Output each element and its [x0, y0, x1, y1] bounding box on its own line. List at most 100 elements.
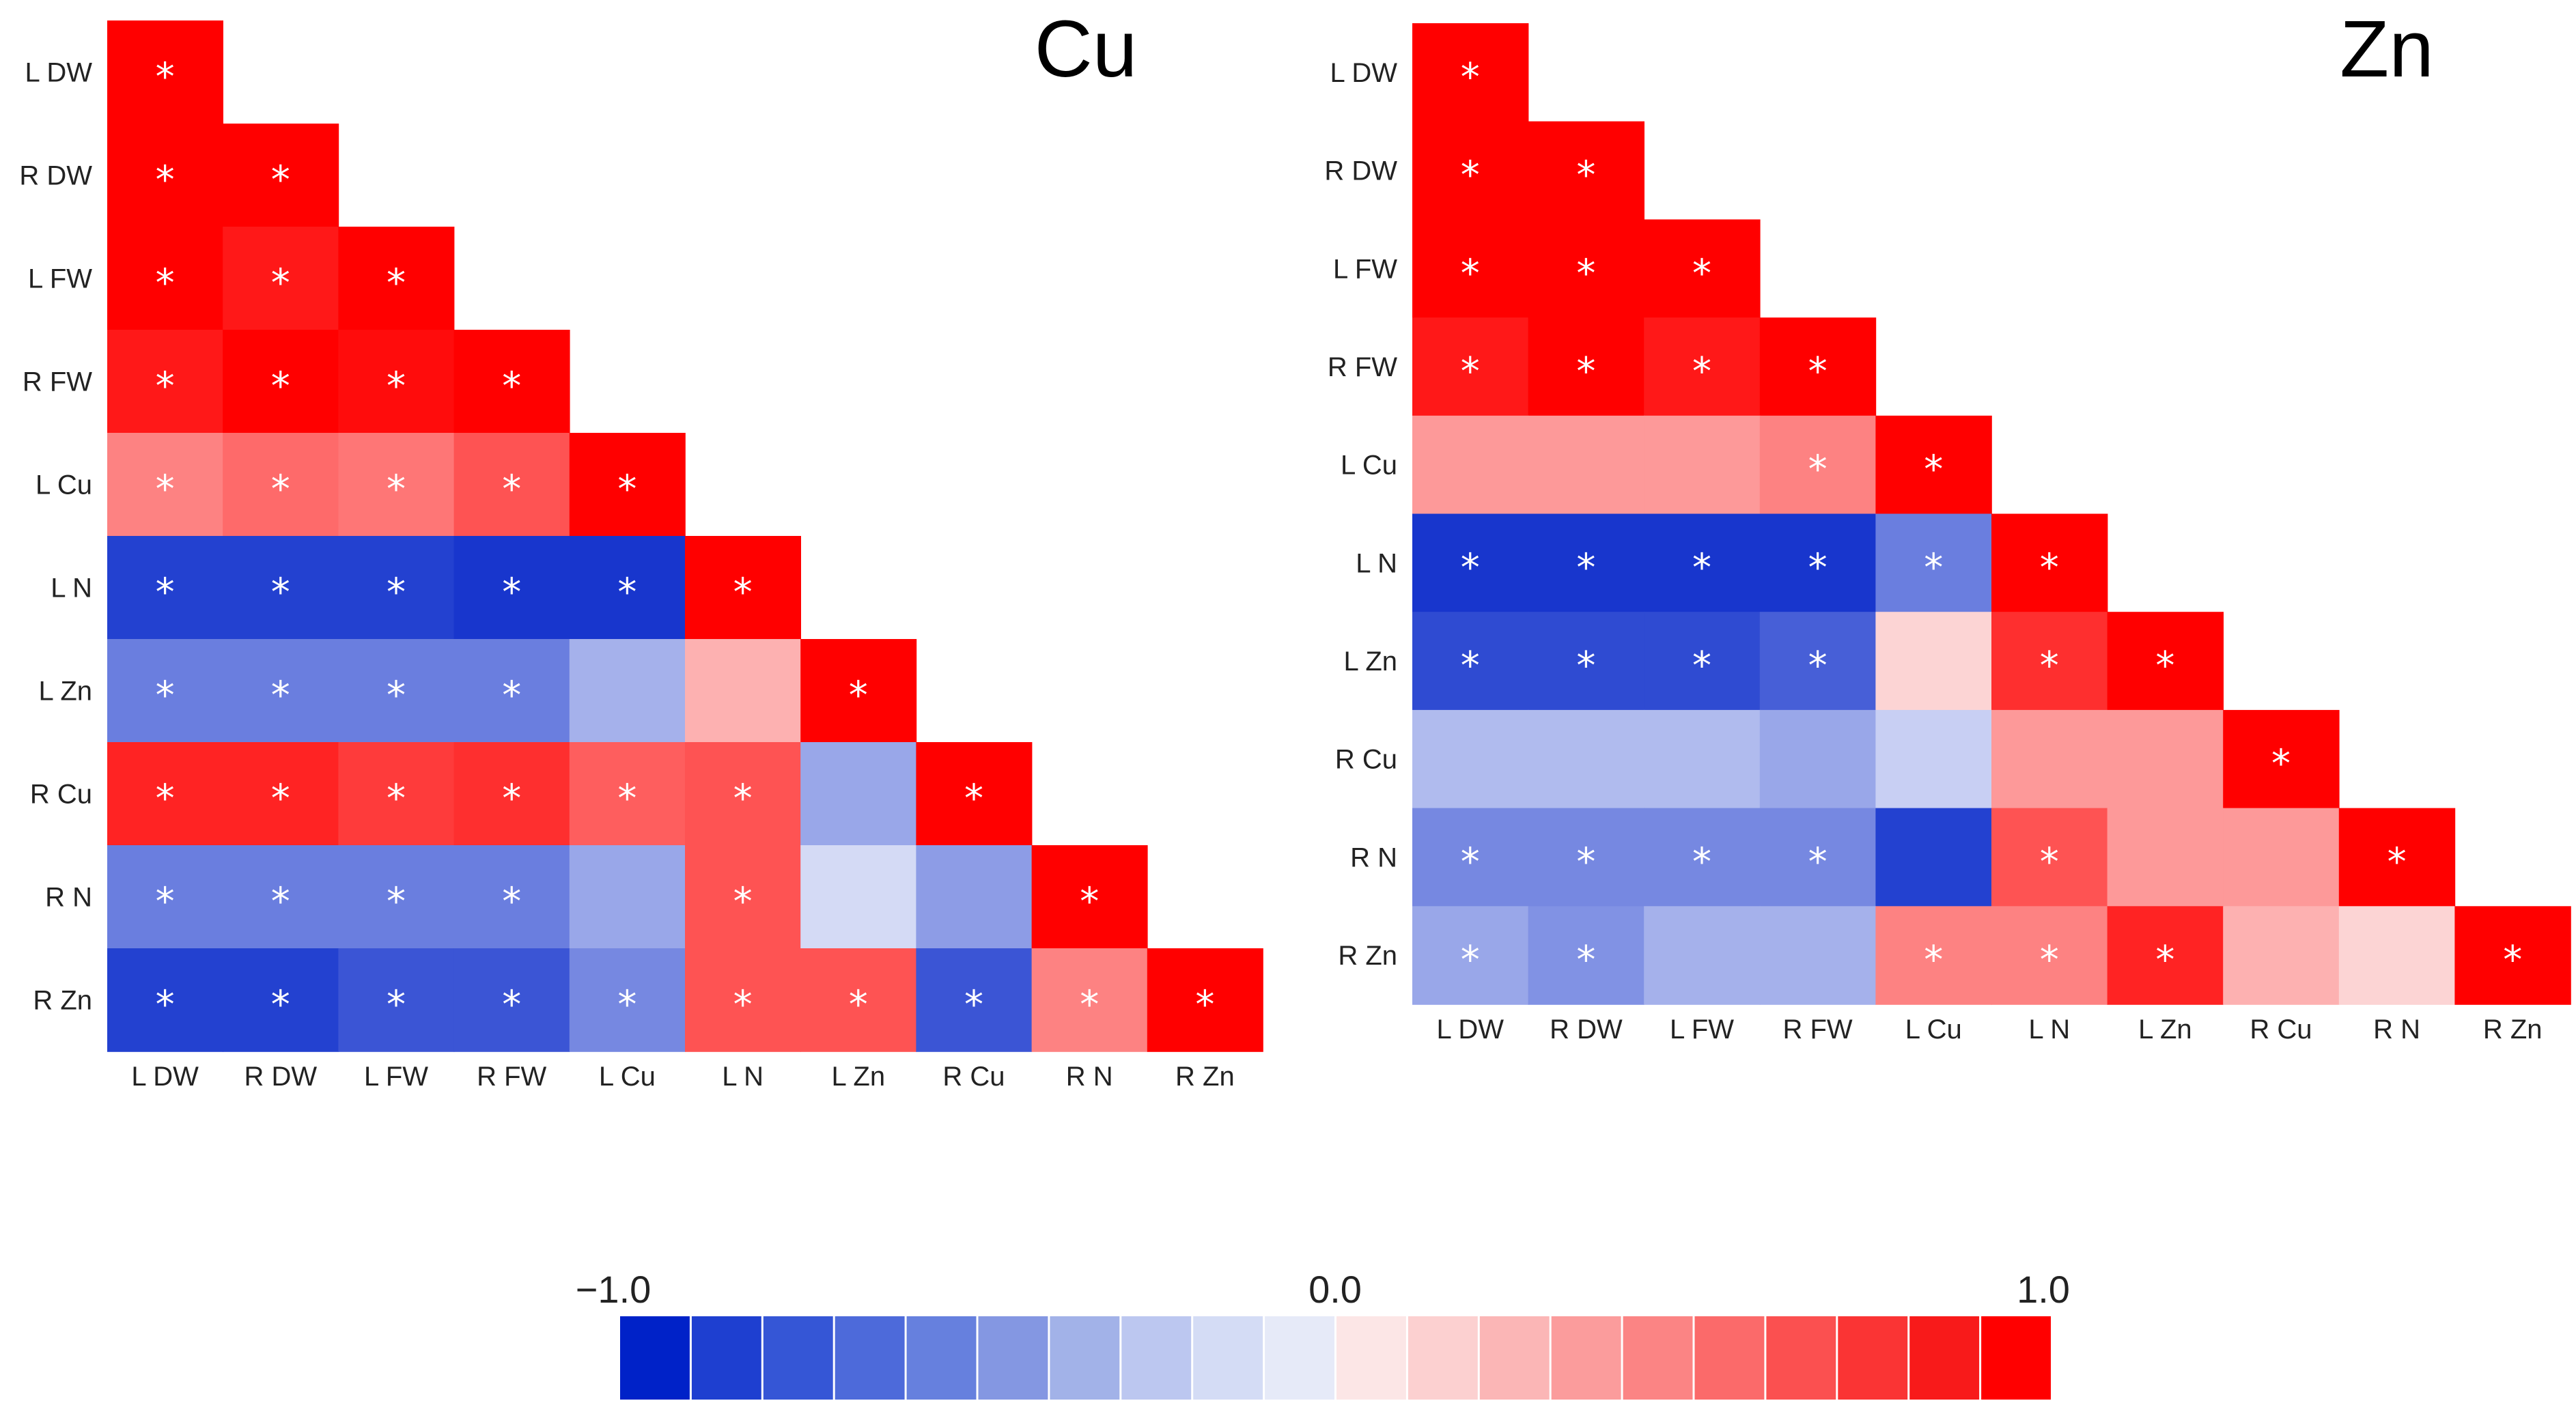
heatmap-cell-r-zn-r-zn — [2454, 906, 2571, 1005]
colorbar-swatch — [1694, 1316, 1765, 1400]
heatmap-cell-r-dw-r-dw — [1528, 121, 1644, 221]
heatmap-cell-r-cu-l-fw — [338, 742, 455, 846]
colorbar: −1.0 0.0 1.0 — [576, 1268, 2070, 1400]
significance-marker: * — [2040, 938, 2059, 982]
heatmap-cell-l-fw-l-fw — [338, 227, 455, 330]
heatmap-cell-r-cu-l-zn — [800, 742, 917, 846]
heatmap-cell-l-n-l-cu — [1875, 513, 1992, 612]
colorbar-swatch — [1909, 1316, 1980, 1400]
row-label-l-cu: L Cu — [1341, 451, 1397, 481]
heatmap-cell-l-n-r-dw — [1528, 513, 1644, 612]
significance-marker: * — [1461, 644, 1480, 688]
row-label-r-n: R N — [1350, 842, 1397, 873]
significance-marker: * — [2271, 742, 2291, 786]
significance-marker: * — [2388, 840, 2407, 884]
heatmap-cell-r-cu-l-zn — [2107, 709, 2224, 809]
significance-marker: * — [387, 365, 406, 409]
heatmap-cell-r-cu-r-cu — [916, 742, 1033, 846]
significance-marker: * — [617, 468, 636, 512]
heatmap-cell-l-zn-l-zn — [800, 639, 917, 743]
heatmap-cell-l-n-l-n — [1991, 513, 2108, 612]
significance-marker: * — [271, 365, 290, 409]
heatmap-cell-l-zn-l-fw — [1644, 612, 1761, 711]
significance-marker: * — [1692, 350, 1711, 394]
row-label-r-zn: R Zn — [1338, 941, 1397, 971]
significance-marker: * — [387, 880, 406, 924]
heatmap-cell-r-cu-r-dw — [223, 742, 339, 846]
significance-marker: * — [1576, 840, 1595, 884]
heatmap-cell-r-fw-l-fw — [1644, 317, 1761, 416]
row-label-l-fw: L FW — [28, 264, 92, 294]
heatmap-cell-r-n-r-n — [1031, 845, 1148, 949]
significance-marker: * — [502, 468, 521, 512]
heatmap-cell-l-n-r-fw — [1759, 513, 1877, 612]
row-label-r-zn: R Zn — [33, 986, 92, 1016]
heatmap-cell-r-zn-l-dw — [107, 948, 223, 1052]
significance-marker: * — [387, 261, 406, 306]
colorbar-swatch — [906, 1316, 977, 1400]
heatmap-panel-cu: Cu * * * * * * * * * * * * * * * * * * * * * * * * * * * * * * * * * * * * * *… — [19, 4, 1263, 1092]
significance-marker: * — [733, 880, 753, 924]
heatmap-cell-r-fw-r-fw — [453, 330, 570, 434]
heatmap-cell-r-zn-l-dw — [1412, 906, 1529, 1005]
heatmap-cell-l-n-l-dw — [107, 536, 223, 640]
heatmap-cell-l-zn-r-dw — [1528, 612, 1644, 711]
significance-marker: * — [156, 468, 175, 512]
heatmap-cell-l-n-l-fw — [1644, 513, 1761, 612]
col-label-l-fw: L FW — [364, 1062, 428, 1092]
significance-marker: * — [1576, 545, 1595, 590]
heatmap-cell-r-zn-r-dw — [1528, 906, 1644, 1005]
heatmap-cell-l-zn-l-fw — [338, 639, 455, 743]
significance-marker: * — [1924, 448, 1943, 492]
heatmap-cell-l-fw-r-dw — [1528, 219, 1644, 318]
heatmap-cell-l-zn-l-dw — [1412, 612, 1529, 711]
heatmap-cell-r-zn-r-zn — [1147, 948, 1263, 1052]
significance-marker: * — [271, 983, 290, 1027]
heatmap-cell-r-n-l-zn — [800, 845, 917, 949]
significance-marker: * — [1461, 154, 1480, 198]
heatmap-cell-l-zn-l-cu — [569, 639, 686, 743]
heatmap-cell-r-n-r-n — [2338, 808, 2456, 907]
heatmap-cell-l-n-l-n — [685, 536, 801, 640]
heatmap-cell-l-fw-r-dw — [223, 227, 339, 330]
significance-marker: * — [156, 158, 175, 203]
row-label-l-fw: L FW — [1333, 254, 1397, 284]
heatmap-cell-l-n-l-fw — [338, 536, 455, 640]
heatmap-cell-l-cu-r-fw — [1759, 415, 1877, 515]
heatmap-cell-l-zn-r-fw — [1759, 612, 1877, 711]
heatmap-cell-r-n-l-fw — [1644, 808, 1761, 907]
heatmap-cell-l-zn-r-fw — [453, 639, 570, 743]
significance-marker: * — [502, 777, 521, 821]
heatmap-cell-l-zn-l-n — [685, 639, 801, 743]
colorbar-swatch — [691, 1316, 761, 1400]
colorbar-mid-label: 0.0 — [1308, 1268, 1362, 1311]
significance-marker: * — [1692, 644, 1711, 688]
col-label-r-zn: R Zn — [2483, 1015, 2543, 1045]
significance-marker: * — [964, 983, 983, 1027]
heatmap-cell-r-zn-r-n — [1031, 948, 1148, 1052]
heatmap-cell-r-n-l-n — [685, 845, 801, 949]
significance-marker: * — [2040, 644, 2059, 688]
col-label-r-fw: R FW — [1783, 1015, 1853, 1045]
colorbar-swatch — [620, 1316, 690, 1400]
heatmap-cell-r-cu-l-cu — [1875, 709, 1992, 809]
heatmap-cell-r-n-l-dw — [107, 845, 223, 949]
heatmap-cell-r-n-l-zn — [2107, 808, 2224, 907]
col-label-r-n: R N — [2373, 1015, 2420, 1045]
heatmap-cell-r-cu-l-dw — [1412, 709, 1529, 809]
colorbar-swatch — [1121, 1316, 1192, 1400]
col-label-r-n: R N — [1066, 1062, 1113, 1092]
heatmap-cell-r-fw-l-dw — [1412, 317, 1529, 416]
col-label-l-n: L N — [722, 1062, 764, 1092]
significance-marker: * — [1080, 880, 1099, 924]
heatmap-cell-l-zn-l-cu — [1875, 612, 1992, 711]
heatmap-cell-r-n-l-fw — [338, 845, 455, 949]
colorbar-swatch — [1838, 1316, 1908, 1400]
heatmap-cell-r-dw-l-dw — [107, 124, 223, 227]
colorbar-swatch — [1981, 1316, 2051, 1400]
significance-marker: * — [733, 571, 753, 615]
significance-marker: * — [502, 571, 521, 615]
significance-marker: * — [849, 983, 868, 1027]
significance-marker: * — [2040, 545, 2059, 590]
